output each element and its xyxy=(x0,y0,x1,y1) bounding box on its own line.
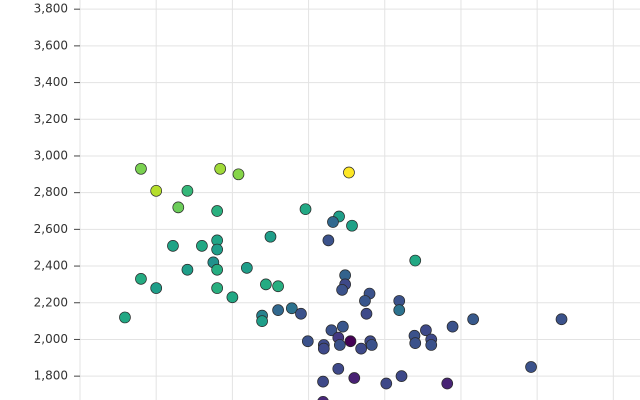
point xyxy=(365,339,378,351)
point xyxy=(135,273,147,285)
y-tick-label: 2,000 xyxy=(34,332,68,346)
point xyxy=(264,230,277,243)
point xyxy=(214,162,227,175)
point xyxy=(256,315,268,327)
point xyxy=(317,342,330,355)
point xyxy=(344,335,357,348)
y-tick-label: 1,800 xyxy=(34,369,68,383)
point xyxy=(395,370,408,382)
y-tick-label: 3,800 xyxy=(34,2,68,16)
point xyxy=(285,302,298,315)
point xyxy=(172,201,185,214)
point xyxy=(211,205,223,217)
point xyxy=(425,339,438,351)
y-tick-label: 3,200 xyxy=(34,112,68,126)
y-tick-label: 2,800 xyxy=(34,185,68,199)
point xyxy=(467,313,479,326)
point xyxy=(348,372,361,384)
y-tick-label: 2,600 xyxy=(34,222,68,236)
point xyxy=(393,304,406,316)
point xyxy=(525,361,537,373)
point xyxy=(272,280,284,293)
y-tick-label: 3,400 xyxy=(34,75,68,89)
point xyxy=(241,262,253,274)
point xyxy=(355,342,367,355)
point xyxy=(181,184,194,197)
point xyxy=(332,362,345,375)
point xyxy=(119,311,131,324)
point xyxy=(555,313,568,326)
point xyxy=(325,324,338,337)
point xyxy=(333,339,346,351)
point xyxy=(409,337,422,349)
point xyxy=(346,219,358,232)
point xyxy=(299,203,312,216)
point xyxy=(211,263,223,276)
point xyxy=(272,304,284,316)
point xyxy=(295,307,307,320)
point xyxy=(150,282,163,294)
point xyxy=(232,168,245,181)
point xyxy=(317,375,329,388)
y-tick-label: 3,600 xyxy=(34,38,68,52)
point xyxy=(301,335,314,348)
point xyxy=(167,240,179,252)
point xyxy=(441,377,454,390)
y-tick-label: 2,200 xyxy=(34,295,68,309)
point xyxy=(360,307,373,320)
point xyxy=(135,162,147,175)
point xyxy=(317,395,329,400)
point xyxy=(380,377,393,390)
point xyxy=(343,166,355,179)
point xyxy=(260,278,272,291)
y-tick-label: 3,000 xyxy=(34,148,68,162)
point xyxy=(211,243,223,256)
point xyxy=(150,184,163,197)
plot-area xyxy=(119,162,568,400)
point xyxy=(322,234,335,247)
point xyxy=(420,324,432,337)
point xyxy=(181,263,194,276)
point xyxy=(446,320,459,333)
point xyxy=(409,254,422,267)
y-tick-label: 2,400 xyxy=(34,259,68,273)
point xyxy=(359,295,371,307)
point xyxy=(196,240,208,252)
point xyxy=(327,216,339,228)
point xyxy=(211,282,223,294)
point xyxy=(336,284,348,296)
point xyxy=(226,291,239,304)
point xyxy=(337,320,349,333)
